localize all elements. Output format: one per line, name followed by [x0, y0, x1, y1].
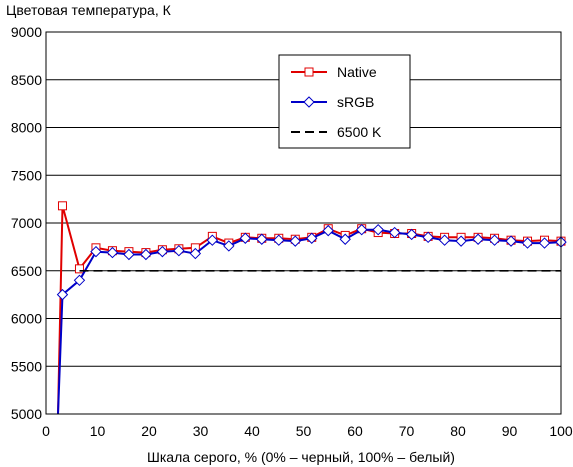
data-point: [239, 232, 252, 244]
data-point: [455, 235, 467, 247]
data-point: [372, 223, 384, 236]
data-point: [422, 231, 434, 244]
x-tick-label: 40: [244, 423, 260, 439]
data-point: [173, 244, 185, 257]
data-point: [488, 234, 501, 246]
data-point: [73, 274, 86, 287]
data-point: [206, 234, 219, 246]
data-point: [355, 223, 368, 236]
x-tick-label: 20: [141, 423, 157, 439]
legend-label: sRGB: [337, 94, 374, 110]
y-tick-label: 8500: [11, 72, 42, 88]
data-series: [56, 201, 567, 415]
y-axis-title: Цветовая температура, К: [6, 2, 172, 18]
x-tick-label: 10: [90, 423, 106, 439]
data-point: [90, 245, 102, 258]
series-line-1: [57, 228, 562, 415]
y-tick-label: 8000: [11, 120, 42, 136]
y-tick-labels: 5000 5500 6000 6500 7000 7500 8000 8500 9000: [11, 24, 42, 422]
data-point: [521, 237, 534, 249]
data-point: [538, 237, 551, 249]
data-point: [189, 247, 202, 260]
y-tick-label: 7000: [11, 215, 42, 231]
plot-frame: [45, 31, 562, 415]
data-point: [472, 233, 484, 245]
x-tick-label: 100: [549, 423, 573, 439]
y-tick-label: 9000: [11, 24, 42, 40]
x-tick-label: 60: [347, 423, 363, 439]
data-point: [106, 246, 119, 259]
data-point: [223, 240, 235, 252]
x-tick-label: 90: [502, 423, 518, 439]
legend: Native sRGB 6500 K: [278, 54, 411, 149]
data-point: [505, 235, 517, 247]
data-point: [273, 234, 285, 246]
data-point: [289, 235, 301, 247]
y-tick-label: 7500: [11, 167, 42, 183]
data-point: [405, 228, 418, 241]
y-tick-label: 5000: [11, 406, 42, 422]
data-point: [156, 245, 169, 258]
x-tick-labels: 0 10 20 30 40 50 60 70 80 90 100: [42, 423, 573, 439]
data-point: [438, 234, 451, 246]
data-point: [57, 201, 67, 211]
x-axis-title: Шкала серого, % (0% – черный, 100% – бел…: [147, 449, 455, 465]
x-tick-label: 70: [399, 423, 415, 439]
data-point: [123, 248, 135, 261]
x-tick-label: 50: [296, 423, 312, 439]
legend-label: 6500 K: [337, 124, 382, 140]
legend-item: sRGB: [291, 94, 374, 110]
legend-marker: [304, 67, 314, 77]
data-point: [56, 288, 69, 301]
legend-marker: [303, 96, 315, 108]
series-1: [56, 223, 567, 415]
y-tick-label: 6000: [11, 311, 42, 327]
data-point: [256, 233, 268, 245]
y-tick-label: 5500: [11, 358, 42, 374]
data-point: [322, 224, 334, 237]
data-point: [140, 248, 152, 261]
x-tick-label: 30: [193, 423, 209, 439]
data-point: [388, 226, 401, 239]
data-point: [306, 232, 318, 244]
data-point: [74, 264, 84, 274]
data-point: [339, 233, 351, 245]
legend-label: Native: [337, 64, 377, 80]
x-tick-label: 80: [450, 423, 466, 439]
legend-item: Native: [291, 64, 377, 80]
y-tick-label: 6500: [11, 263, 42, 279]
x-tick-label: 0: [42, 423, 50, 439]
legend-item: 6500 K: [291, 124, 382, 140]
